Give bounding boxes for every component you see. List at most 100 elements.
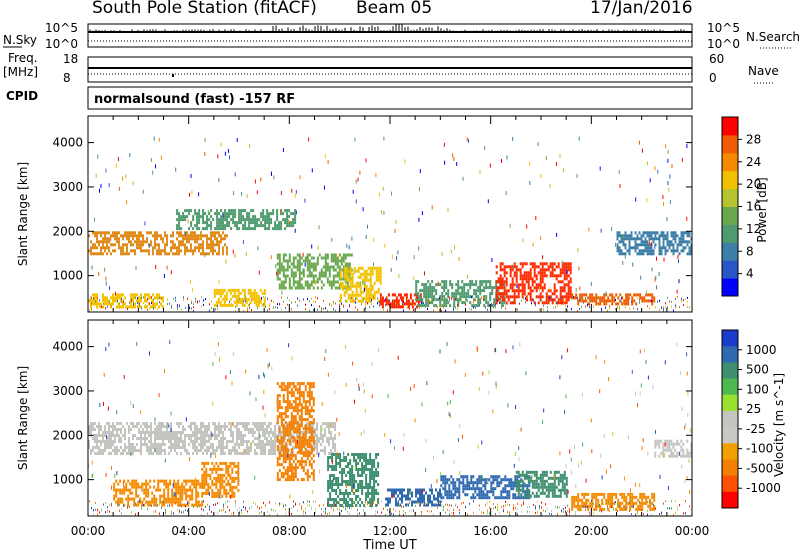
cpid-panel (87, 86, 693, 110)
colorbar-swatch (722, 170, 738, 190)
freq-tick-low: 8 (63, 71, 71, 85)
colorbar-swatch (722, 491, 738, 509)
colorbar-swatch (722, 410, 738, 428)
x-tick-label: 00:00 (675, 524, 710, 538)
velocity-y-tick-label: 1000 (52, 473, 83, 487)
velocity-echo-band (385, 488, 441, 507)
colorbar-tick-label: 20 (746, 177, 761, 191)
x-axis-title: Time UT (362, 538, 416, 553)
colorbar-swatch (722, 206, 738, 225)
velocity-echo-band (571, 492, 656, 511)
velocity-echo-band (276, 382, 315, 482)
velocity-echo-band (654, 439, 693, 458)
x-tick-label: 20:00 (574, 524, 609, 538)
colorbar-swatch (722, 346, 738, 363)
colorbar-swatch (722, 394, 738, 412)
colorbar-swatch (722, 117, 738, 136)
colorbar-swatch (722, 362, 738, 380)
colorbar-swatch (722, 475, 738, 493)
power-ylabel: Slant Range [km] (16, 162, 30, 266)
velocity-y-tick-label: 3000 (52, 384, 83, 398)
colorbar-swatch (722, 188, 738, 207)
velocity-echo-band (327, 453, 380, 507)
x-tick-label: 16:00 (473, 524, 508, 538)
colorbar-swatch (722, 152, 738, 172)
power-echo-band (616, 231, 693, 256)
nave-label: Nave (748, 64, 779, 78)
date-label: 17/Jan/2016 (590, 0, 693, 18)
colorbar-tick-label: 500 (746, 363, 769, 377)
colorbar-swatch (722, 224, 738, 243)
velocity-echo-band (88, 422, 336, 455)
freq-tick-high: 18 (63, 52, 78, 66)
colorbar-tick-label: 24 (746, 155, 761, 169)
colorbar-tick-label: 4 (746, 267, 754, 281)
velocity-echo-band (201, 461, 240, 498)
colorbar-tick-label: 28 (746, 132, 761, 146)
velocity-echo-band (113, 479, 204, 507)
velocity-colorbar: 1000 500 100 25 -25 -100 -500 -1000 (721, 329, 781, 509)
power-noise (89, 136, 690, 312)
nsearch-tick-low: 10^0 (707, 37, 740, 51)
power-y-tick-label: 4000 (52, 136, 83, 150)
power-echo-band (571, 293, 656, 306)
velocity-y-tick-label: 2000 (52, 428, 83, 442)
nsky-tick-low: 10^0 (45, 37, 78, 51)
cpid-text: normalsound (fast) -157 RF (94, 92, 295, 107)
power-echo-band (213, 288, 266, 307)
velocity-echoes (88, 382, 693, 511)
velocity-y-ticks: 1000 2000 3000 4000 (52, 340, 692, 487)
nsky-panel (87, 23, 693, 48)
colorbar-tick-label: 12 (746, 222, 761, 236)
nsearch-tick-high: 10^5 (707, 21, 740, 35)
colorbar-tick-label: 8 (746, 244, 754, 258)
time-axis-labels: 00:00 04:00 08:00 12:00 16:00 20:00 00:00 (71, 524, 710, 538)
colorbar-swatch (722, 378, 738, 396)
freq-label: Freq. (8, 51, 38, 65)
x-tick-label: 04:00 (171, 524, 206, 538)
power-y-ticks: 1000 2000 3000 4000 (52, 136, 692, 283)
colorbar-tick-label: 1000 (746, 343, 777, 357)
colorbar-tick-label: -100 (746, 442, 773, 456)
colorbar-tick-label: 25 (746, 402, 761, 416)
power-colorbar: 4 8 12 16 20 24 28 (721, 116, 761, 297)
power-y-tick-label: 2000 (52, 224, 83, 238)
power-echo-band (176, 209, 297, 231)
station-title: South Pole Station (fitACF) (92, 0, 317, 18)
freq-unit-label: [MHz] (3, 65, 38, 79)
nsearch-label: N.Search (746, 30, 800, 44)
colorbar-swatch (722, 134, 738, 154)
power-echo-band (88, 231, 228, 256)
velocity-panel: 1000 2000 3000 4000 (52, 319, 693, 517)
colorbar-swatch (722, 443, 738, 460)
colorbar-swatch (722, 459, 738, 477)
freq-panel (87, 56, 693, 83)
x-tick-label: 00:00 (71, 524, 106, 538)
power-y-tick-label: 3000 (52, 180, 83, 194)
colorbar-tick-label: -500 (746, 461, 773, 475)
velocity-echo-band (440, 475, 531, 500)
nave-tick-high: 60 (709, 52, 724, 66)
power-panel: 1000 2000 3000 4000 (52, 115, 693, 313)
velocity-x-ticks (87, 320, 693, 516)
colorbar-swatch (722, 427, 738, 444)
velocity-echo-band (515, 470, 568, 498)
x-tick-label: 12:00 (373, 524, 408, 538)
velocity-ylabel: Slant Range [km] (16, 366, 30, 470)
cpid-label: CPID (6, 89, 38, 103)
colorbar-swatch (722, 242, 738, 261)
nsky-spikes (89, 24, 688, 32)
velocity-noise (88, 340, 691, 516)
colorbar-tick-label: -1000 (746, 481, 781, 495)
beam-label: Beam 05 (356, 0, 433, 18)
colorbar-swatch (722, 278, 738, 297)
colorbar-swatch (722, 260, 738, 279)
x-tick-label: 08:00 (272, 524, 307, 538)
colorbar-tick-label: 100 (746, 382, 769, 396)
colorbar-tick-label: -25 (746, 422, 766, 436)
power-colorbar-label: Power [dB] (755, 177, 769, 242)
nsky-tick-high: 10^5 (45, 21, 78, 35)
nsky-label: N.Sky (3, 33, 37, 47)
velocity-y-tick-label: 4000 (52, 340, 83, 354)
